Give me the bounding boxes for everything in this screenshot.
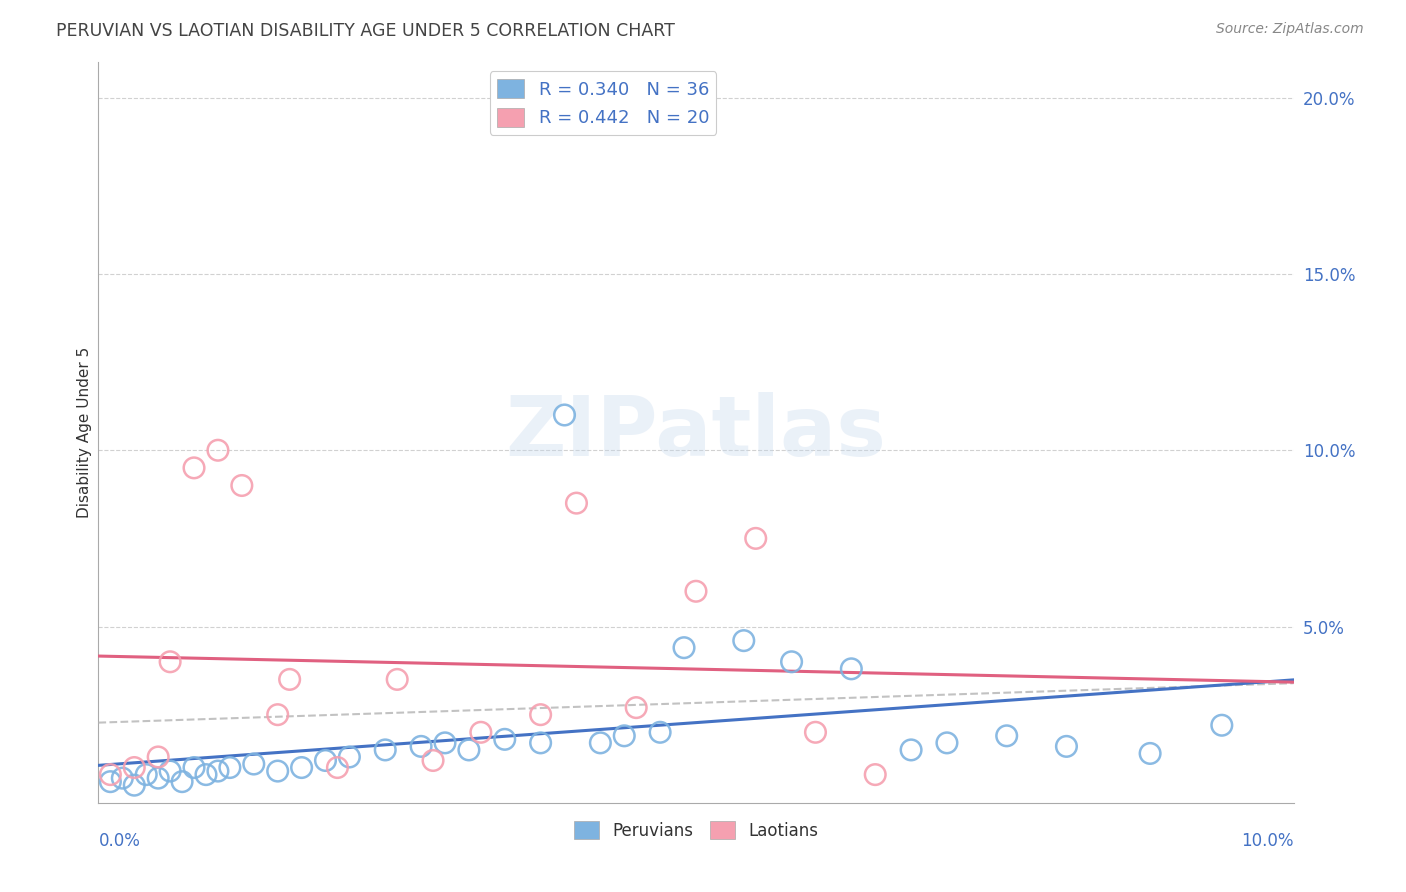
Point [613,729,636,743]
Point [1211,718,1233,732]
Point [98,767,122,781]
Point [183,760,205,774]
Point [650,725,672,739]
Point [936,736,959,750]
Point [267,707,290,722]
Point [98,774,122,789]
Point [159,764,181,778]
Point [195,767,218,781]
Text: 0.0%: 0.0% [98,832,141,850]
Point [385,673,409,687]
Point [124,778,146,792]
Point [231,478,253,492]
Point [470,725,492,739]
Point [315,754,337,768]
Point [780,655,803,669]
Point [172,774,194,789]
Point [411,739,433,754]
Point [458,743,481,757]
Point [267,764,290,778]
Point [207,764,229,778]
Point [673,640,696,655]
Point [339,750,361,764]
Text: PERUVIAN VS LAOTIAN DISABILITY AGE UNDER 5 CORRELATION CHART: PERUVIAN VS LAOTIAN DISABILITY AGE UNDER… [56,22,675,40]
Point [804,725,827,739]
Point [865,767,887,781]
Point [434,736,457,750]
Point [1056,739,1078,754]
Point [326,760,349,774]
Point [733,633,755,648]
Point [148,750,170,764]
Point [135,767,157,781]
Point [183,461,205,475]
Point [589,736,612,750]
Point [159,655,181,669]
Point [219,760,242,774]
Point [148,771,170,785]
Point [374,743,396,757]
Point [554,408,576,422]
Point [494,732,516,747]
Point [530,736,553,750]
Point [207,443,229,458]
Point [626,700,648,714]
Point [291,760,314,774]
Point [841,662,863,676]
Point [745,532,768,546]
Point [422,754,444,768]
Point [900,743,922,757]
Point [278,673,301,687]
Point [124,760,146,774]
Text: Source: ZipAtlas.com: Source: ZipAtlas.com [1216,22,1364,37]
Point [1139,747,1161,761]
Text: ZIPatlas: ZIPatlas [506,392,886,473]
Text: 10.0%: 10.0% [1241,832,1294,850]
Point [243,757,266,772]
Point [995,729,1018,743]
Point [111,771,134,785]
Point [530,707,553,722]
Legend: Peruvians, Laotians: Peruvians, Laotians [567,814,825,847]
Point [685,584,707,599]
Point [565,496,588,510]
Y-axis label: Disability Age Under 5: Disability Age Under 5 [77,347,91,518]
